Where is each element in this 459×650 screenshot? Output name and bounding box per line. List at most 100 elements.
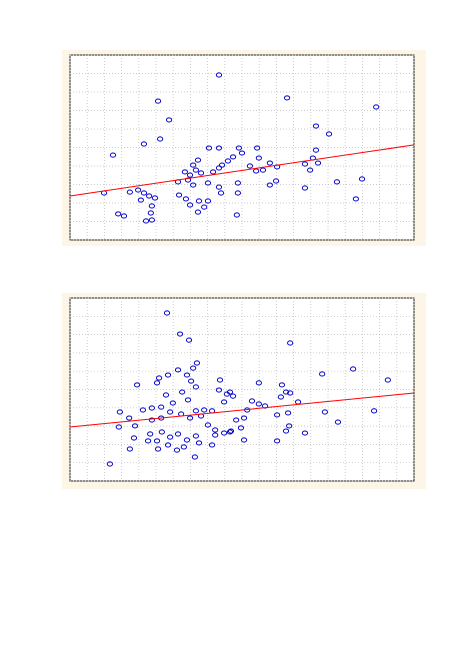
data-point bbox=[272, 178, 280, 184]
data-point bbox=[201, 407, 208, 413]
data-point bbox=[210, 169, 217, 175]
data-point bbox=[234, 180, 241, 186]
data-point bbox=[147, 210, 154, 216]
data-point bbox=[277, 394, 284, 400]
data-point bbox=[115, 424, 122, 430]
data-point bbox=[266, 182, 273, 188]
data-point bbox=[238, 150, 246, 156]
data-point bbox=[154, 446, 162, 452]
data-point bbox=[204, 198, 212, 204]
data-point bbox=[319, 371, 326, 377]
data-point bbox=[190, 182, 197, 188]
data-point bbox=[227, 428, 235, 434]
data-point bbox=[109, 152, 117, 158]
data-point bbox=[301, 161, 309, 167]
data-point bbox=[153, 438, 161, 444]
data-point bbox=[224, 158, 231, 164]
data-point bbox=[234, 190, 241, 196]
data-point bbox=[175, 192, 183, 198]
data-point bbox=[204, 422, 212, 428]
data-point bbox=[325, 131, 333, 137]
data-point bbox=[174, 367, 182, 373]
data-point bbox=[255, 380, 262, 386]
data-point bbox=[314, 160, 322, 166]
data-point bbox=[167, 434, 174, 440]
data-point bbox=[106, 461, 114, 467]
data-point bbox=[148, 417, 155, 423]
data-point bbox=[147, 431, 154, 437]
data-point bbox=[282, 428, 290, 434]
data-point bbox=[273, 412, 281, 418]
data-point bbox=[148, 217, 155, 223]
data-point bbox=[140, 141, 148, 147]
data-point bbox=[185, 337, 193, 343]
data-point bbox=[195, 198, 203, 204]
data-point bbox=[187, 378, 195, 384]
data-point bbox=[133, 382, 141, 388]
data-point bbox=[218, 162, 226, 168]
data-point bbox=[176, 331, 184, 337]
data-point bbox=[140, 190, 148, 196]
data-point bbox=[148, 405, 155, 411]
data-point bbox=[312, 123, 320, 129]
data-point bbox=[384, 377, 391, 383]
data-point bbox=[333, 179, 341, 185]
data-point bbox=[116, 409, 123, 415]
data-point bbox=[195, 440, 203, 446]
data-point bbox=[215, 72, 223, 78]
data-point bbox=[226, 429, 234, 435]
data-point bbox=[190, 162, 197, 168]
data-point bbox=[373, 104, 380, 110]
data-point bbox=[350, 366, 357, 372]
data-point bbox=[307, 167, 314, 173]
data-point bbox=[273, 438, 281, 444]
data-point bbox=[255, 155, 262, 161]
data-point bbox=[221, 430, 228, 436]
trend-line bbox=[69, 144, 415, 197]
data-point bbox=[192, 167, 200, 173]
data-point bbox=[216, 377, 224, 383]
data-point bbox=[217, 190, 225, 196]
data-point bbox=[192, 433, 200, 439]
data-point bbox=[186, 202, 194, 208]
data-point bbox=[148, 203, 155, 209]
data-point bbox=[215, 145, 223, 151]
data-point bbox=[259, 167, 267, 173]
data-point bbox=[278, 382, 286, 388]
data-point bbox=[186, 415, 194, 421]
data-point bbox=[181, 169, 188, 175]
data-point bbox=[237, 425, 245, 431]
data-point bbox=[266, 160, 273, 166]
data-point bbox=[212, 432, 219, 438]
data-point bbox=[248, 398, 256, 404]
data-point bbox=[157, 136, 164, 142]
data-point bbox=[151, 195, 159, 201]
data-point bbox=[167, 409, 174, 415]
data-point bbox=[204, 180, 212, 186]
data-point bbox=[184, 397, 192, 403]
data-point bbox=[287, 390, 294, 396]
data-point bbox=[191, 454, 198, 460]
trend-line bbox=[69, 392, 415, 428]
data-point bbox=[183, 372, 191, 378]
data-point bbox=[233, 417, 240, 423]
data-point bbox=[254, 145, 261, 151]
data-point bbox=[229, 154, 237, 160]
data-point bbox=[301, 185, 309, 191]
data-point bbox=[158, 429, 165, 435]
data-point bbox=[312, 147, 320, 153]
data-point bbox=[163, 310, 171, 316]
data-point bbox=[215, 387, 223, 393]
data-point bbox=[120, 213, 128, 219]
data-point bbox=[186, 172, 194, 178]
data-point bbox=[197, 170, 205, 176]
data-point bbox=[205, 145, 213, 151]
data-point bbox=[229, 393, 237, 399]
data-point bbox=[164, 442, 172, 448]
data-point bbox=[139, 407, 147, 413]
data-point bbox=[255, 401, 262, 407]
data-point bbox=[201, 204, 208, 210]
data-point bbox=[215, 165, 223, 171]
data-point bbox=[180, 444, 187, 450]
data-point bbox=[283, 95, 291, 101]
